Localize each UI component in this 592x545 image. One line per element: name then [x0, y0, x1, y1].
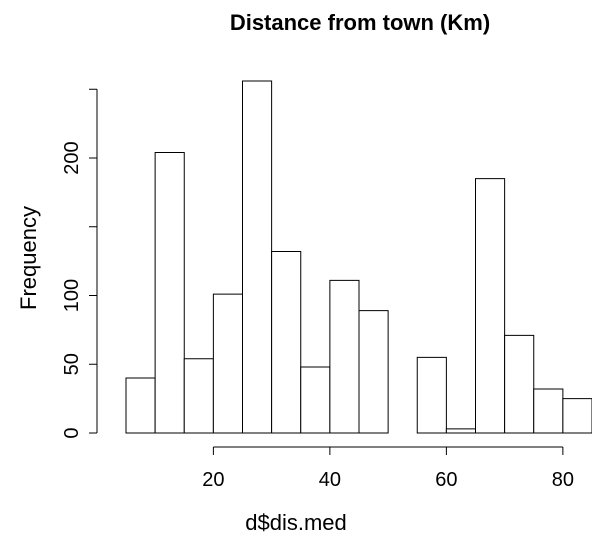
bar	[154, 152, 185, 434]
bar	[183, 358, 214, 434]
x-tick-label: 20	[202, 469, 224, 491]
y-tick-label: 200	[61, 141, 83, 174]
y-tick-label: 0	[61, 427, 83, 438]
x-tick-label: 40	[319, 469, 341, 491]
bar	[212, 293, 243, 434]
bar	[125, 377, 156, 434]
bar	[533, 388, 564, 434]
bar	[242, 80, 273, 434]
bar	[504, 334, 535, 434]
bar	[329, 279, 360, 434]
bar	[358, 310, 389, 434]
bar	[416, 356, 447, 434]
bar	[271, 251, 302, 434]
bar	[562, 398, 592, 434]
y-tick-label: 100	[61, 279, 83, 312]
x-tick-label: 80	[552, 469, 574, 491]
x-axis-label: d$dis.med	[245, 510, 347, 535]
chart-title: Distance from town (Km)	[230, 10, 490, 35]
bar	[300, 366, 331, 434]
x-tick-label: 60	[435, 469, 457, 491]
y-axis-label: Frequency	[16, 206, 41, 310]
bar	[445, 428, 476, 434]
y-tick-label: 50	[61, 353, 83, 375]
bar	[475, 178, 506, 434]
